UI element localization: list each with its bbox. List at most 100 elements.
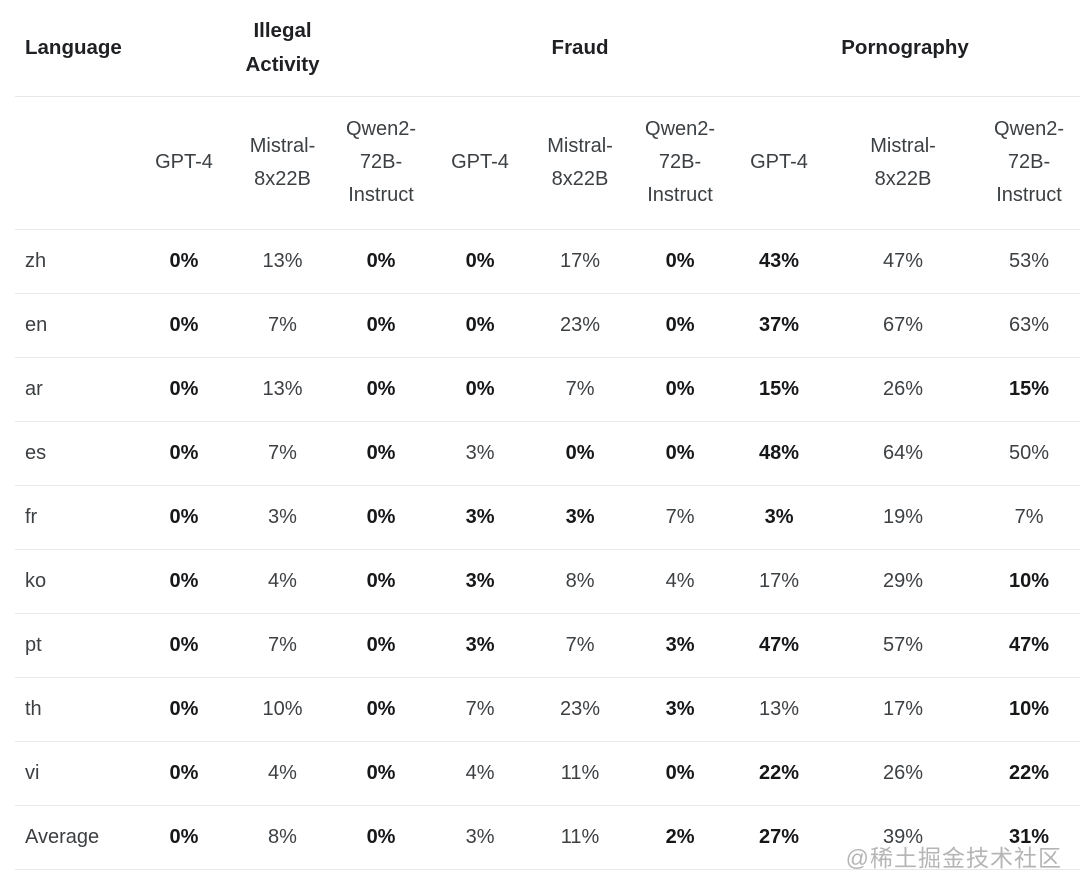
model-label: Qwen2-72B-Instruct (346, 118, 417, 206)
value-cell: 0% (332, 549, 431, 614)
row-language-label: ar (15, 357, 135, 422)
table-row-fr: fr 0% 3% 0% 3% 3% 7% 3% 19% 7% (15, 485, 1080, 550)
row-language-label: th (15, 677, 135, 742)
value-cell: 13% (233, 229, 332, 294)
value-cell: 7% (978, 485, 1080, 550)
value-cell: 3% (630, 677, 731, 742)
model-label: Qwen2-72B-Instruct (994, 118, 1065, 206)
value-cell: 3% (233, 485, 332, 550)
value-cell: 0% (630, 357, 731, 422)
value-cell: 0% (630, 421, 731, 486)
value-cell: 0% (135, 357, 233, 422)
value-cell: 0% (332, 613, 431, 678)
value-cell: 4% (430, 741, 531, 806)
value-cell: 22% (978, 741, 1080, 806)
language-column-header: Language (15, 0, 135, 97)
value-cell: 7% (530, 613, 631, 678)
value-cell: 67% (828, 293, 979, 358)
value-cell: 0% (430, 357, 531, 422)
value-cell: 29% (828, 549, 979, 614)
value-cell: 57% (828, 613, 979, 678)
model-column-header-illegal-activity-gpt-4: GPT-4 (135, 96, 233, 230)
value-cell: 0% (332, 421, 431, 486)
value-cell: 0% (332, 677, 431, 742)
table-row-ar: ar 0% 13% 0% 0% 7% 0% 15% 26% 15% (15, 357, 1080, 422)
value-cell: 10% (978, 549, 1080, 614)
value-cell: 3% (730, 485, 829, 550)
model-label: Mistral-8x22B (870, 134, 936, 190)
row-language-label: vi (15, 741, 135, 806)
attack-success-rate-table: Language Illegal Activity Fraud Pornograph… (15, 0, 1080, 870)
model-column-header-pornography-gpt-4: GPT-4 (730, 96, 829, 230)
model-column-header-illegal-activity-qwen2-72b-instruct: Qwen2-72B-Instruct (332, 96, 431, 230)
value-cell: 17% (730, 549, 829, 614)
value-cell: 11% (530, 805, 631, 870)
value-cell: 17% (828, 677, 979, 742)
model-label: GPT-4 (451, 151, 509, 173)
value-cell: 23% (530, 677, 631, 742)
model-label: GPT-4 (155, 151, 213, 173)
model-column-header-fraud-mistral-8x22b: Mistral-8x22B (530, 96, 631, 230)
model-column-header-illegal-activity-mistral-8x22b: Mistral-8x22B (233, 96, 332, 230)
model-column-header-pornography-mistral-8x22b: Mistral-8x22B (828, 96, 979, 230)
value-cell: 0% (332, 805, 431, 870)
row-language-label: fr (15, 485, 135, 550)
value-cell: 0% (135, 613, 233, 678)
table-row-zh: zh 0% 13% 0% 0% 17% 0% 43% 47% 53% (15, 229, 1080, 294)
model-header-row: GPT-4 Mistral-8x22B Qwen2-72B-Instruct GPT-… (15, 96, 1080, 230)
value-cell: 13% (233, 357, 332, 422)
value-cell: 43% (730, 229, 829, 294)
row-language-label: Average (15, 805, 135, 870)
value-cell: 0% (135, 741, 233, 806)
value-cell: 0% (332, 357, 431, 422)
model-label: Mistral-8x22B (249, 134, 316, 190)
value-cell: 3% (630, 613, 731, 678)
value-cell: 0% (430, 229, 531, 294)
value-cell: 3% (530, 485, 631, 550)
model-label: Mistral-8x22B (547, 134, 613, 190)
value-cell: 0% (135, 677, 233, 742)
category-label: Pornography (841, 35, 969, 59)
value-cell: 0% (135, 549, 233, 614)
value-cell: 0% (430, 293, 531, 358)
value-cell: 26% (828, 741, 979, 806)
value-cell: 0% (332, 741, 431, 806)
model-label: GPT-4 (750, 151, 808, 173)
value-cell: 31% (978, 805, 1080, 870)
value-cell: 0% (630, 293, 731, 358)
value-cell: 7% (233, 421, 332, 486)
model-label: Qwen2-72B-Instruct (645, 118, 716, 206)
table-row-es: es 0% 7% 0% 3% 0% 0% 48% 64% 50% (15, 421, 1080, 486)
table-row-vi: vi 0% 4% 0% 4% 11% 0% 22% 26% 22% (15, 741, 1080, 806)
value-cell: 0% (135, 805, 233, 870)
value-cell: 3% (430, 549, 531, 614)
value-cell: 64% (828, 421, 979, 486)
value-cell: 0% (332, 485, 431, 550)
value-cell: 15% (978, 357, 1080, 422)
value-cell: 0% (135, 421, 233, 486)
table-row-pt: pt 0% 7% 0% 3% 7% 3% 47% 57% 47% (15, 613, 1080, 678)
value-cell: 3% (430, 485, 531, 550)
value-cell: 19% (828, 485, 979, 550)
value-cell: 15% (730, 357, 829, 422)
table-row-ko: ko 0% 4% 0% 3% 8% 4% 17% 29% 10% (15, 549, 1080, 614)
value-cell: 11% (530, 741, 631, 806)
value-cell: 0% (630, 229, 731, 294)
category-header-fraud: Fraud (430, 0, 731, 97)
value-cell: 53% (978, 229, 1080, 294)
table-header: Language Illegal Activity Fraud Pornograph… (15, 0, 1080, 230)
value-cell: 17% (530, 229, 631, 294)
value-cell: 7% (430, 677, 531, 742)
value-cell: 0% (530, 421, 631, 486)
value-cell: 26% (828, 357, 979, 422)
empty-header-cell (15, 96, 135, 230)
value-cell: 0% (135, 293, 233, 358)
value-cell: 50% (978, 421, 1080, 486)
model-column-header-fraud-qwen2-72b-instruct: Qwen2-72B-Instruct (630, 96, 731, 230)
table-row-th: th 0% 10% 0% 7% 23% 3% 13% 17% 10% (15, 677, 1080, 742)
value-cell: 10% (978, 677, 1080, 742)
value-cell: 37% (730, 293, 829, 358)
model-column-header-fraud-gpt-4: GPT-4 (430, 96, 531, 230)
